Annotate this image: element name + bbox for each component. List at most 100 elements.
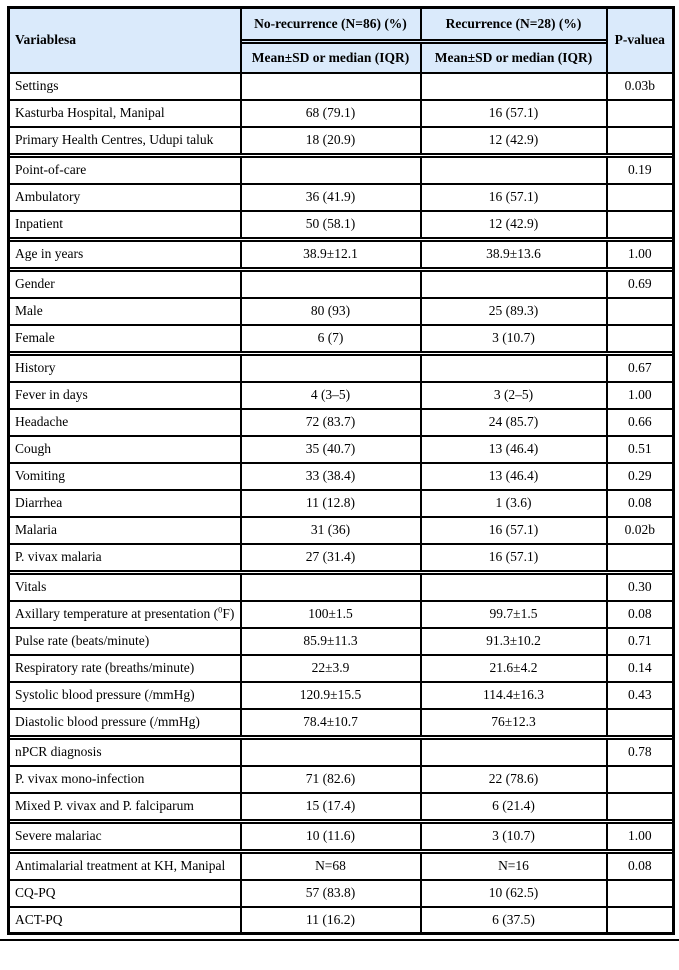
no-recurrence-value: 68 (79.1) [239,98,422,128]
p-value [605,542,675,572]
table-row: P. vivax malaria 27 (31.4) 16 (57.1) [7,542,675,572]
table-row: Vitals 0.30 [7,572,675,602]
table-row: Male 80 (93) 25 (89.3) [7,296,675,326]
table-row: Antimalarial treatment at KH, Manipal N=6… [7,851,675,881]
no-recurrence-value [239,737,422,767]
row-label: Axillary temperature at presentation (0F… [7,599,242,629]
table-row: Primary Health Centres, Udupi taluk 18 (2… [7,125,675,155]
group-separator [7,236,675,242]
row-label: ACT-PQ [7,905,242,935]
no-recurrence-value: N=68 [239,851,422,881]
recurrence-value: 12 (42.9) [419,209,608,239]
p-value [605,707,675,737]
table-row: Female 6 (7) 3 (10.7) [7,323,675,353]
recurrence-value: 6 (21.4) [419,791,608,821]
no-recurrence-value: 85.9±11.3 [239,626,422,656]
p-value: 0.78 [605,737,675,767]
table-row: Mixed P. vivax and P. falciparum 15 (17.4… [7,791,675,821]
p-value: 0.08 [605,488,675,518]
no-recurrence-value: 35 (40.7) [239,434,422,464]
row-label-text: Axillary temperature at presentation ( [15,606,219,621]
recurrence-value: 114.4±16.3 [419,680,608,710]
group-separator-row [7,818,675,824]
no-recurrence-value: 71 (82.6) [239,764,422,794]
row-label: Gender [7,269,242,299]
p-value [605,125,675,155]
no-recurrence-value: 18 (20.9) [239,125,422,155]
recurrence-value: 16 (57.1) [419,98,608,128]
row-label: Cough [7,434,242,464]
recurrence-value: 13 (46.4) [419,461,608,491]
recurrence-value: 16 (57.1) [419,515,608,545]
row-label: nPCR diagnosis [7,737,242,767]
group-separator [7,848,675,854]
p-value [605,182,675,212]
row-label-text: F) [222,606,235,621]
recurrence-value [419,269,608,299]
row-label: Primary Health Centres, Udupi taluk [7,125,242,155]
table-row: Diastolic blood pressure (/mmHg) 78.4±10.… [7,707,675,737]
table-row: ACT-PQ 11 (16.2) 6 (37.5) [7,905,675,935]
no-recurrence-value: 6 (7) [239,323,422,353]
recurrence-value: 21.6±4.2 [419,653,608,683]
row-label: Female [7,323,242,353]
no-recurrence-value: 80 (93) [239,296,422,326]
table-row: Axillary temperature at presentation (0F… [7,599,675,629]
header-row: Variablesa No-recurrence (N=86) (%) Recu… [7,6,675,74]
table-row: History 0.67 [7,353,675,383]
p-value: 0.19 [605,155,675,185]
table-body: Settings 0.03b Kasturba Hospital, Manipal 6… [7,71,675,935]
row-label: P. vivax malaria [7,542,242,572]
row-label: Headache [7,407,242,437]
recurrence-value [419,353,608,383]
recurrence-value: 12 (42.9) [419,125,608,155]
no-recurrence-value: 57 (83.8) [239,878,422,908]
no-recurrence-value [239,269,422,299]
table-row: Cough 35 (40.7) 13 (46.4) 0.51 [7,434,675,464]
row-label: CQ-PQ [7,878,242,908]
p-value: 0.29 [605,461,675,491]
p-value: 1.00 [605,821,675,851]
row-label: Systolic blood pressure (/mmHg) [7,680,242,710]
no-recurrence-value [239,71,422,101]
group-separator [7,266,675,272]
header-separator-line [239,38,608,44]
p-value [605,98,675,128]
p-value [605,905,675,935]
recurrence-value: N=16 [419,851,608,881]
recurrence-value: 3 (2–5) [419,380,608,410]
no-recurrence-value: 72 (83.7) [239,407,422,437]
recurrence-value [419,572,608,602]
table-row: Malaria 31 (36) 16 (57.1) 0.02b [7,515,675,545]
recurrence-value: 99.7±1.5 [419,599,608,629]
recurrence-value: 91.3±10.2 [419,626,608,656]
row-label: Inpatient [7,209,242,239]
p-value: 0.71 [605,626,675,656]
header-no-recurrence: No-recurrence (N=86) (%) [239,6,422,41]
group-separator-row [7,152,675,158]
group-separator-row [7,569,675,575]
row-label: Age in years [7,239,242,269]
p-value: 0.51 [605,434,675,464]
table-header: Variablesa No-recurrence (N=86) (%) Recu… [7,6,675,74]
header-separator-row [9,38,674,44]
no-recurrence-value: 11 (16.2) [239,905,422,935]
no-recurrence-value: 36 (41.9) [239,182,422,212]
group-separator [7,350,675,356]
p-value: 1.00 [605,239,675,269]
recurrence-value: 10 (62.5) [419,878,608,908]
no-recurrence-value: 38.9±12.1 [239,239,422,269]
p-value [605,764,675,794]
table-row: Pulse rate (beats/minute) 85.9±11.3 91.3±1… [7,626,675,656]
p-value: 0.14 [605,653,675,683]
no-recurrence-value: 10 (11.6) [239,821,422,851]
header-p-value: P-valuea [605,6,675,74]
p-value [605,323,675,353]
footnote-separator-line [0,939,679,941]
recurrence-value [419,155,608,185]
p-value [605,791,675,821]
table-row: nPCR diagnosis 0.78 [7,737,675,767]
no-recurrence-value: 100±1.5 [239,599,422,629]
table-row: Systolic blood pressure (/mmHg) 120.9±15.… [7,680,675,710]
table-row: Respiratory rate (breaths/minute) 22±3.9 2… [7,653,675,683]
